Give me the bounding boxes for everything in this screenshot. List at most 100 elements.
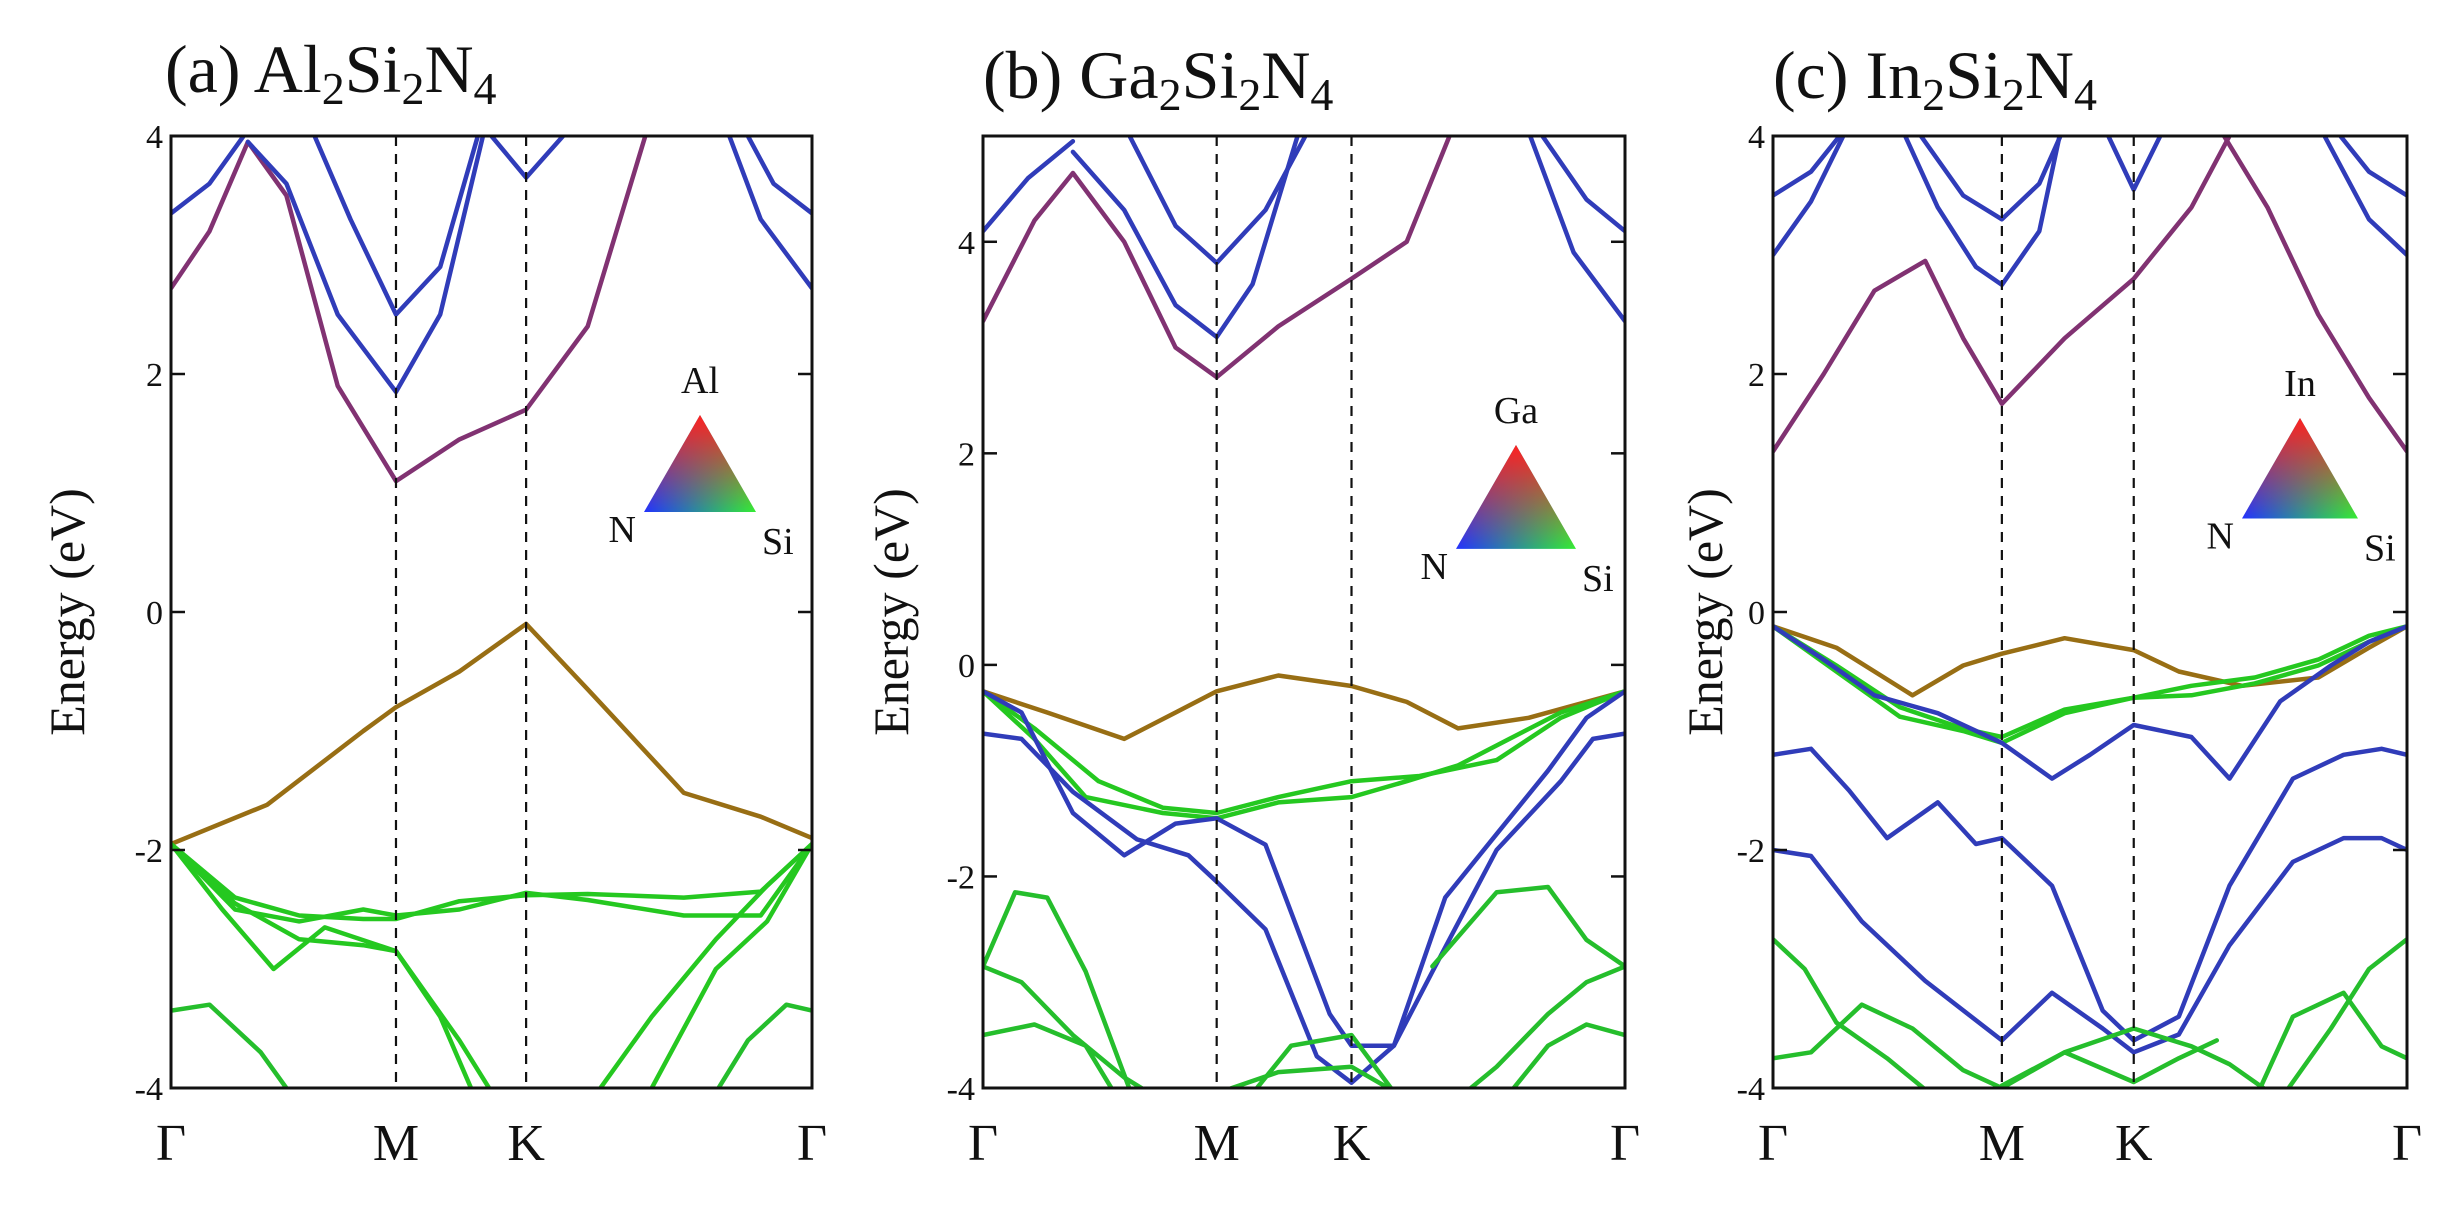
triangle-top-label: Al xyxy=(681,360,719,402)
band-line-19 xyxy=(2337,136,2407,198)
band-line-4 xyxy=(1773,624,2407,781)
band-line-4 xyxy=(171,841,812,1088)
y-tick-label: 0 xyxy=(958,648,975,685)
band-line-18 xyxy=(1539,136,1625,234)
formula-subscript: 4 xyxy=(2074,69,2097,120)
band-line-4 xyxy=(983,689,1625,1048)
band-line-3 xyxy=(171,841,812,924)
composition-triangle: Ga N Si xyxy=(1421,390,1614,600)
y-tick-label: 0 xyxy=(1748,595,1765,632)
panel-title: (a) Al2Si2N4 xyxy=(165,31,497,114)
y-tick-label: 2 xyxy=(958,436,975,473)
band-line-14 xyxy=(983,136,1452,380)
formula-element: Si xyxy=(1945,37,2002,113)
formula-element: Si xyxy=(1182,37,1239,113)
y-tick-label: 4 xyxy=(958,225,975,262)
triangle-top-gradient xyxy=(644,415,756,512)
plot-frame xyxy=(169,134,814,1090)
band-line-8 xyxy=(983,964,1146,1088)
formula-subscript: 2 xyxy=(2002,69,2025,120)
formula-element: Si xyxy=(345,31,402,107)
x-tick-label: K xyxy=(507,1115,545,1172)
band-line-7 xyxy=(1773,937,1927,1088)
formula-element: N xyxy=(2025,37,2074,113)
x-tick-label: Γ xyxy=(797,1115,827,1172)
band-line-1 xyxy=(983,673,1625,742)
plot-frame xyxy=(981,134,1627,1090)
triangle-right-label: Si xyxy=(762,521,794,563)
formula-subscript: 2 xyxy=(401,63,424,114)
band-line-12 xyxy=(1773,136,2233,454)
y-tick-label: 4 xyxy=(146,119,163,156)
x-tick-label: Γ xyxy=(156,1115,186,1172)
band-line-5 xyxy=(1773,746,2407,1043)
band-line-7 xyxy=(983,1022,1114,1088)
band-line-18 xyxy=(1773,136,1846,258)
band-line-3 xyxy=(983,689,1625,821)
band-lines xyxy=(1773,136,2407,1088)
band-line-17 xyxy=(1773,136,1843,198)
band-line-9 xyxy=(1999,1038,2220,1088)
triangle-top-label: In xyxy=(2284,363,2316,405)
band-line-15 xyxy=(726,136,812,291)
formula-subscript: 2 xyxy=(1238,69,1261,120)
band-line-14 xyxy=(1902,136,2062,288)
band-line-1 xyxy=(171,621,812,847)
x-tick-label: M xyxy=(373,1115,419,1172)
formula-element: In xyxy=(1865,37,1922,113)
band-line-14 xyxy=(745,136,812,216)
band-line-12 xyxy=(171,136,247,216)
panel-title: (b) Ga2Si2N4 xyxy=(983,37,1333,120)
band-line-11 xyxy=(2285,937,2407,1088)
y-tick-label: 2 xyxy=(146,357,163,394)
formula-subscript: 2 xyxy=(322,63,345,114)
y-tick-label: -4 xyxy=(1737,1071,1765,1108)
y-tick-label: -2 xyxy=(947,859,975,896)
band-line-5 xyxy=(983,731,1625,1085)
triangle-top-label: Ga xyxy=(1494,390,1538,432)
formula-element: N xyxy=(1261,37,1310,113)
band-line-11 xyxy=(312,136,481,317)
x-tick-label: Γ xyxy=(968,1115,998,1172)
plot-frame xyxy=(1771,134,2409,1090)
band-line-1 xyxy=(1773,624,2407,698)
triangle-left-label: N xyxy=(609,509,636,551)
band-line-5 xyxy=(171,841,474,1088)
band-line-17 xyxy=(983,139,1076,234)
triangle-left-label: N xyxy=(1421,546,1448,588)
triangle-right-label: Si xyxy=(1582,558,1614,600)
x-tick-label: K xyxy=(1333,1115,1371,1172)
y-tick-label: 0 xyxy=(146,595,163,632)
band-lines xyxy=(983,136,1625,1088)
band-line-8 xyxy=(715,1002,812,1088)
formula-subscript: 4 xyxy=(474,63,497,114)
panel-label: (a) xyxy=(165,31,254,107)
formula-element: Al xyxy=(254,31,322,107)
band-lines xyxy=(171,136,812,1088)
composition-triangle: Al N Si xyxy=(609,360,794,563)
band-line-7 xyxy=(171,1002,290,1088)
band-line-2 xyxy=(171,841,812,922)
panel-title: (c) In2Si2N4 xyxy=(1773,37,2097,120)
y-axis-label: Energy (eV) xyxy=(39,488,95,736)
y-axis-label: Energy (eV) xyxy=(1677,488,1733,736)
y-tick-label: -2 xyxy=(135,833,163,870)
y-axis-label: Energy (eV) xyxy=(863,488,919,736)
triangle-right-label: Si xyxy=(2364,527,2396,569)
triangle-top-gradient xyxy=(1456,445,1576,549)
band-line-19 xyxy=(1527,136,1625,324)
x-tick-label: M xyxy=(1979,1115,2025,1172)
band-line-15 xyxy=(1918,136,2063,222)
band-line-8 xyxy=(1773,1002,2268,1088)
y-tick-label: 2 xyxy=(1748,357,1765,394)
x-tick-label: Γ xyxy=(1758,1115,1788,1172)
y-tick-label: -4 xyxy=(135,1071,163,1108)
triangle-left-label: N xyxy=(2207,515,2234,557)
composition-triangle: In N Si xyxy=(2207,363,2396,569)
triangle-top-gradient xyxy=(2242,418,2358,519)
band-line-10 xyxy=(2257,990,2407,1088)
formula-subscript: 4 xyxy=(1310,69,1333,120)
